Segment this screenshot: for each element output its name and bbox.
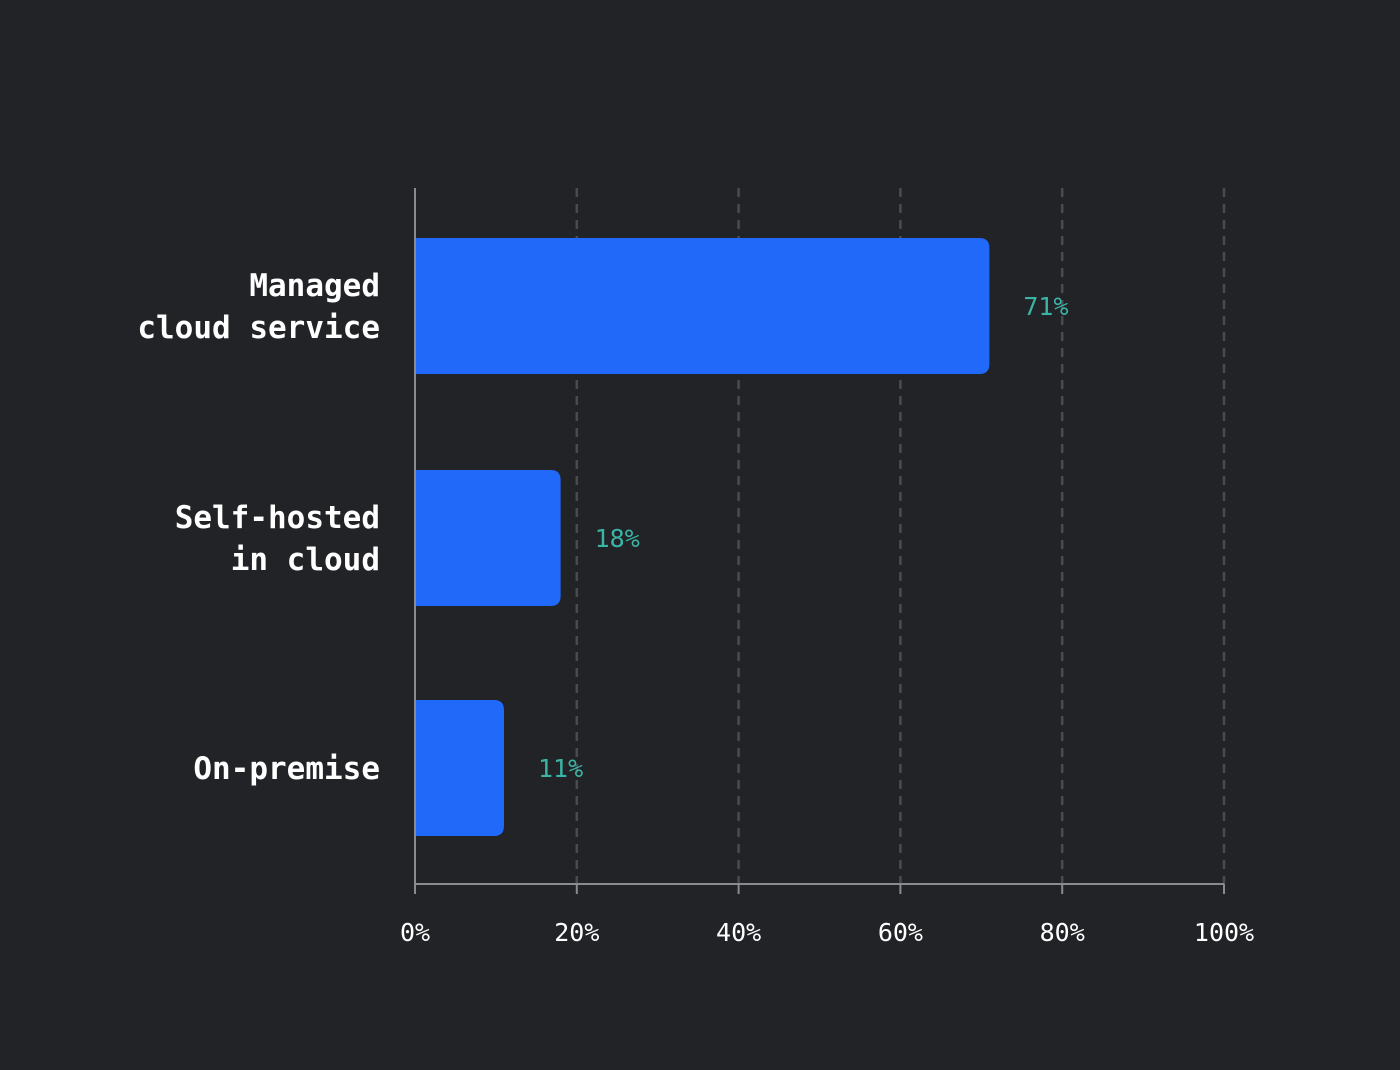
bar-1 [415,470,561,606]
bar-2 [415,700,504,836]
category-label-0-line-0: Managed [249,268,380,304]
category-label-0-line-1: cloud service [137,310,380,346]
x-tick-label-1: 20% [554,918,599,947]
bar-0 [415,238,990,374]
value-label-1: 18% [595,524,640,553]
x-tick-label-2: 40% [716,918,761,947]
labels: 71% 18% 11% Managed cloud service Self-hosted… [137,268,1068,787]
x-tick-label-3: 60% [878,918,923,947]
value-label-2: 11% [538,754,583,783]
bars [415,238,990,836]
axes: 0% 20% 40% 60% 80% 100% [400,188,1254,947]
category-label-1-line-0: Self-hosted [175,500,380,536]
value-label-0: 71% [1023,292,1068,321]
category-label-0: Managed cloud service [137,268,380,346]
x-tick-label-0: 0% [400,918,430,947]
category-label-2: On-premise [193,751,380,787]
category-label-2-line-0: On-premise [193,751,380,787]
x-tick-label-4: 80% [1040,918,1085,947]
category-label-1: Self-hosted in cloud [175,500,380,578]
category-label-1-line-1: in cloud [231,542,380,578]
x-tick-label-5: 100% [1194,918,1254,947]
